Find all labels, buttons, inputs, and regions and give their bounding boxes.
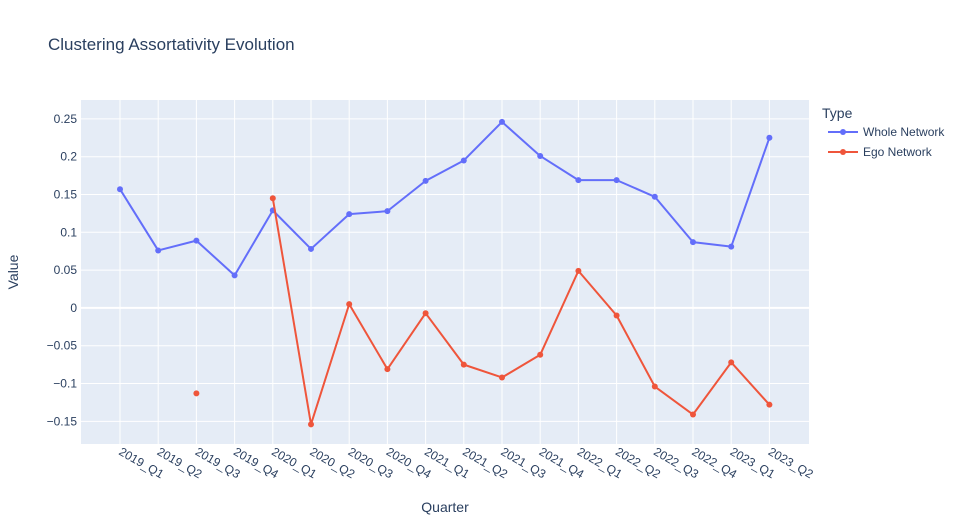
legend-ego-network-marker (840, 149, 846, 155)
ego-network-point (269, 195, 276, 202)
whole-network-point (308, 245, 314, 252)
whole-network-point (651, 193, 658, 200)
whole-network-point (499, 118, 505, 125)
ego-network-point (499, 374, 505, 381)
y-tick-label: −0.05 (47, 339, 78, 353)
ego-network-point (537, 351, 544, 358)
whole-network-line (119, 120, 771, 277)
y-axis-title: Value (5, 254, 21, 289)
y-tick-label: 0.1 (60, 225, 77, 239)
whole-network-point (422, 177, 429, 184)
ego-network-line (271, 198, 771, 426)
ego-network-point (308, 421, 314, 428)
y-tick-label: 0 (70, 301, 77, 315)
y-tick-label: 0.25 (54, 112, 78, 126)
whole-network-point (728, 243, 735, 250)
whole-network-point (537, 152, 544, 159)
whole-network-point (117, 186, 123, 193)
ego-network-point (766, 401, 773, 408)
ego-network-point (613, 312, 620, 319)
ego-network-point (690, 411, 696, 418)
series-layer (117, 118, 773, 428)
y-tick-label: −0.15 (47, 414, 78, 428)
y-tick-label: 0.15 (54, 188, 78, 202)
x-axis-ticks: 2019_Q12019_Q22019_Q32019_Q42020_Q12020_… (117, 444, 816, 481)
whole-network-point (575, 177, 582, 184)
whole-network-point (384, 208, 391, 215)
y-tick-label: −0.1 (53, 377, 77, 391)
whole-network-point (193, 237, 200, 244)
y-tick-label: 0.2 (60, 150, 77, 164)
ego-network-point (193, 390, 200, 397)
ego-network-point (346, 301, 353, 308)
whole-network-point (766, 134, 773, 141)
legend: Type Whole Network Ego Network (822, 105, 945, 159)
ego-network-point (384, 366, 391, 373)
whole-network-point (690, 239, 696, 246)
ego-network-point (460, 361, 467, 368)
legend-whole-network-label: Whole Network (863, 125, 945, 139)
y-tick-label: 0.05 (54, 263, 78, 277)
legend-ego-network-label: Ego Network (863, 145, 933, 159)
whole-network-point (460, 157, 467, 164)
whole-network-point (346, 211, 353, 218)
ego-network-point (422, 310, 429, 317)
whole-network-point (155, 247, 162, 254)
x-axis-title: Quarter (421, 499, 469, 515)
legend-title: Type (822, 105, 853, 121)
ego-network-point (575, 267, 582, 274)
whole-network-point (231, 272, 238, 279)
plot-area (81, 100, 809, 444)
ego-network-point (651, 383, 658, 390)
ego-network-point (728, 359, 735, 366)
whole-network-point (613, 177, 620, 184)
y-axis-ticks: −0.15 −0.1 −0.05 0 0.05 0.1 0.15 0.2 0.25 (47, 112, 78, 428)
legend-whole-network-marker (840, 129, 846, 135)
chart-title: Clustering Assortativity Evolution (48, 35, 295, 54)
